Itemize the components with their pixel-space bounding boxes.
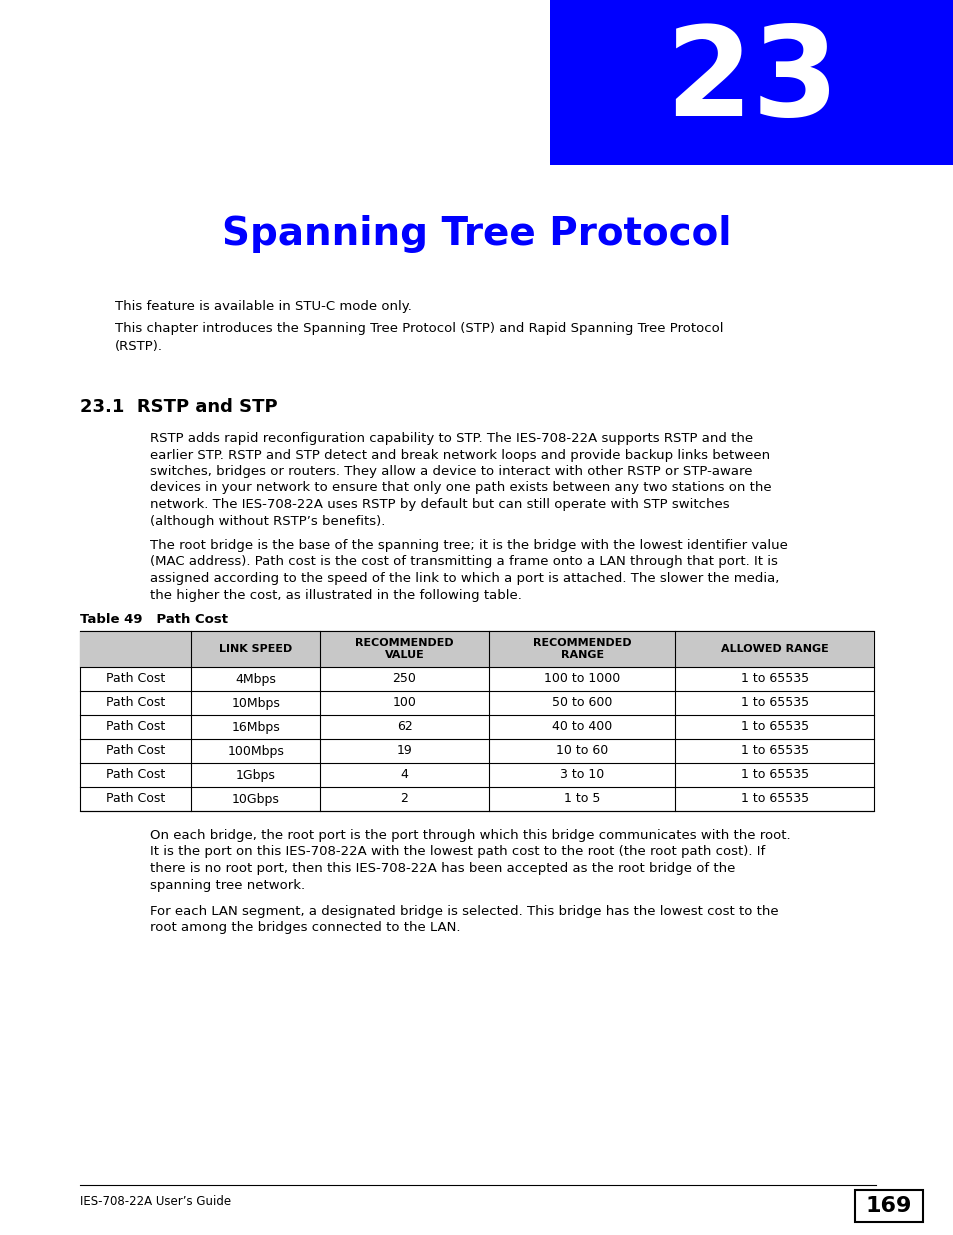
Text: 250: 250 <box>393 673 416 685</box>
Text: devices in your network to ensure that only one path exists between any two stat: devices in your network to ensure that o… <box>150 482 771 494</box>
Text: For each LAN segment, a designated bridge is selected. This bridge has the lowes: For each LAN segment, a designated bridg… <box>150 905 778 918</box>
Text: LINK SPEED: LINK SPEED <box>219 643 292 655</box>
Text: 100Mbps: 100Mbps <box>227 745 284 757</box>
Text: there is no root port, then this IES-708-22A has been accepted as the root bridg: there is no root port, then this IES-708… <box>150 862 735 876</box>
Text: On each bridge, the root port is the port through which this bridge communicates: On each bridge, the root port is the por… <box>150 829 790 842</box>
Bar <box>80 631 873 811</box>
Text: switches, bridges or routers. They allow a device to interact with other RSTP or: switches, bridges or routers. They allow… <box>150 466 752 478</box>
Text: RECOMMENDED
RANGE: RECOMMENDED RANGE <box>533 638 631 659</box>
Text: 16Mbps: 16Mbps <box>231 720 280 734</box>
Text: 10Mbps: 10Mbps <box>231 697 280 709</box>
Text: Table 49   Path Cost: Table 49 Path Cost <box>80 613 228 626</box>
Text: It is the port on this IES-708-22A with the lowest path cost to the root (the ro: It is the port on this IES-708-22A with … <box>150 846 764 858</box>
Text: 1Gbps: 1Gbps <box>235 768 275 782</box>
Text: 23.1  RSTP and STP: 23.1 RSTP and STP <box>80 398 277 416</box>
Text: RSTP adds rapid reconfiguration capability to STP. The IES-708-22A supports RSTP: RSTP adds rapid reconfiguration capabili… <box>150 432 752 445</box>
Text: 1 to 65535: 1 to 65535 <box>740 745 808 757</box>
Text: 100 to 1000: 100 to 1000 <box>543 673 619 685</box>
Text: 62: 62 <box>396 720 412 734</box>
Text: 169: 169 <box>865 1195 911 1216</box>
Text: root among the bridges connected to the LAN.: root among the bridges connected to the … <box>150 921 460 935</box>
Text: 1 to 65535: 1 to 65535 <box>740 720 808 734</box>
Text: 1 to 65535: 1 to 65535 <box>740 793 808 805</box>
Text: (although without RSTP’s benefits).: (although without RSTP’s benefits). <box>150 515 385 527</box>
Text: ALLOWED RANGE: ALLOWED RANGE <box>720 643 828 655</box>
Text: Path Cost: Path Cost <box>106 745 165 757</box>
Text: the higher the cost, as illustrated in the following table.: the higher the cost, as illustrated in t… <box>150 589 521 601</box>
Text: 3 to 10: 3 to 10 <box>559 768 603 782</box>
Text: Path Cost: Path Cost <box>106 768 165 782</box>
Text: 1 to 65535: 1 to 65535 <box>740 697 808 709</box>
Text: Path Cost: Path Cost <box>106 720 165 734</box>
Text: Path Cost: Path Cost <box>106 697 165 709</box>
Text: Spanning Tree Protocol: Spanning Tree Protocol <box>222 215 731 253</box>
Text: RECOMMENDED
VALUE: RECOMMENDED VALUE <box>355 638 454 659</box>
Text: The root bridge is the base of the spanning tree; it is the bridge with the lowe: The root bridge is the base of the spann… <box>150 538 787 552</box>
Bar <box>854 1191 923 1221</box>
Text: 1 to 65535: 1 to 65535 <box>740 673 808 685</box>
Text: 23: 23 <box>664 21 838 142</box>
Bar <box>80 631 873 667</box>
Text: 4Mbps: 4Mbps <box>235 673 275 685</box>
Text: 10 to 60: 10 to 60 <box>556 745 608 757</box>
Text: 1 to 65535: 1 to 65535 <box>740 768 808 782</box>
Bar <box>550 0 953 165</box>
Text: Path Cost: Path Cost <box>106 793 165 805</box>
Text: 100: 100 <box>393 697 416 709</box>
Text: 4: 4 <box>400 768 408 782</box>
Text: spanning tree network.: spanning tree network. <box>150 878 305 892</box>
Text: earlier STP. RSTP and STP detect and break network loops and provide backup link: earlier STP. RSTP and STP detect and bre… <box>150 448 769 462</box>
Text: 19: 19 <box>396 745 412 757</box>
Text: 1 to 5: 1 to 5 <box>563 793 599 805</box>
Text: 40 to 400: 40 to 400 <box>552 720 612 734</box>
Text: network. The IES-708-22A uses RSTP by default but can still operate with STP swi: network. The IES-708-22A uses RSTP by de… <box>150 498 729 511</box>
Text: 50 to 600: 50 to 600 <box>552 697 612 709</box>
Text: assigned according to the speed of the link to which a port is attached. The slo: assigned according to the speed of the l… <box>150 572 779 585</box>
Text: 2: 2 <box>400 793 408 805</box>
Text: This feature is available in STU-C mode only.: This feature is available in STU-C mode … <box>115 300 412 312</box>
Text: Path Cost: Path Cost <box>106 673 165 685</box>
Text: (MAC address). Path cost is the cost of transmitting a frame onto a LAN through : (MAC address). Path cost is the cost of … <box>150 556 777 568</box>
Text: IES-708-22A User’s Guide: IES-708-22A User’s Guide <box>80 1195 231 1208</box>
Text: This chapter introduces the Spanning Tree Protocol (STP) and Rapid Spanning Tree: This chapter introduces the Spanning Tre… <box>115 322 722 353</box>
Text: 10Gbps: 10Gbps <box>232 793 279 805</box>
